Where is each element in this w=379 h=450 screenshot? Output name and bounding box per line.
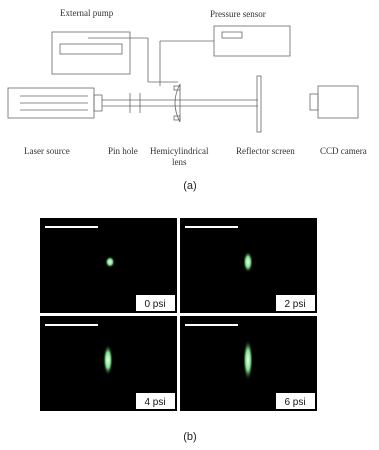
label: Pin hole — [108, 146, 138, 156]
caption: (a) — [183, 180, 196, 192]
label: External pump — [60, 8, 114, 18]
label: Laser source — [24, 146, 70, 156]
figure: External pump Pressure sensor Laser sour… — [0, 0, 379, 450]
pressure-label: 2 psi — [284, 299, 305, 310]
label: Reflector screen — [236, 146, 295, 156]
label: CCD camera — [320, 146, 367, 156]
pressure-label: 4 psi — [144, 397, 165, 408]
image-grid: 0 psi 2 psi 4 psi 6 psi — [40, 218, 317, 411]
label: Pressure sensor — [210, 9, 266, 19]
light-spot — [105, 256, 115, 268]
caption: (b) — [183, 431, 196, 443]
label: lens — [172, 157, 187, 167]
pressure-label: 0 psi — [144, 299, 165, 310]
schematic — [8, 26, 358, 132]
label: Hemicylindrical — [150, 146, 209, 156]
pressure-label: 6 psi — [284, 397, 305, 408]
light-spot — [243, 339, 253, 381]
light-spot — [243, 251, 253, 273]
light-spot — [103, 344, 113, 376]
